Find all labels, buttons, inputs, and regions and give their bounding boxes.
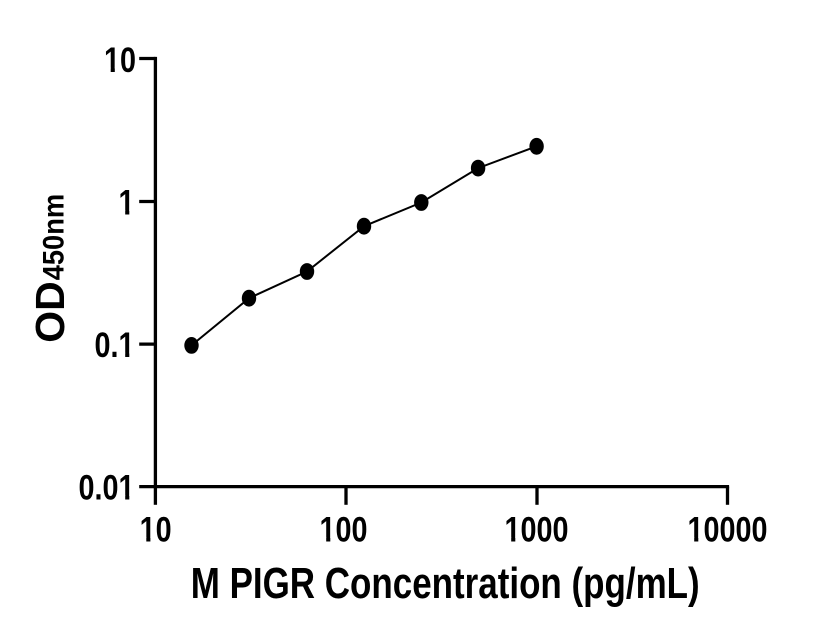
svg-text:M PIGR Concentration (pg/mL): M PIGR Concentration (pg/mL) [191,559,700,608]
svg-text:10000: 10000 [688,510,768,550]
svg-text:0.01: 0.01 [79,468,135,508]
svg-text:1000: 1000 [505,510,569,550]
svg-text:OD: OD [27,281,73,343]
svg-text:0.1: 0.1 [95,325,135,365]
svg-text:100: 100 [320,510,368,550]
svg-text:450nm: 450nm [37,194,70,280]
svg-text:1: 1 [119,183,135,223]
svg-text:10: 10 [104,40,136,80]
svg-text:10: 10 [140,510,172,550]
